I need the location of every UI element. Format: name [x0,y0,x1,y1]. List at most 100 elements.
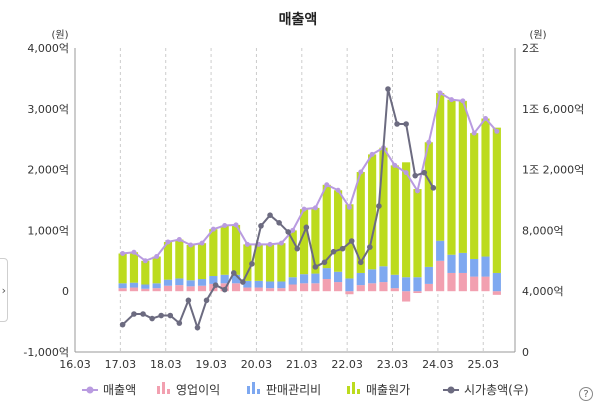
bar-cogs [334,190,343,272]
market-cap-point [376,203,382,209]
bar-sga [163,279,173,286]
bar-operating-profit [356,285,365,292]
revenue-point [471,130,477,136]
bar-operating-profit [447,272,456,292]
bar-sga [175,278,184,286]
legend-item[interactable]: 매출원가 [347,382,410,397]
market-cap-point [412,172,419,179]
bar-operating-profit [436,260,445,292]
market-cap-point [367,244,373,250]
legend-bar-icon [162,382,165,394]
bar-cogs [186,244,195,281]
market-cap-point [119,321,126,328]
legend-item[interactable]: 매출액 [82,383,136,397]
bar-operating-profit [254,287,263,292]
market-cap-point [312,264,319,270]
bar-sga [118,283,127,289]
bar-series [118,92,501,302]
legend-label: 판매관리비 [266,383,321,397]
x-tick-label: 17.03 [105,358,137,371]
bar-sga [209,276,218,284]
bar-cogs [379,147,388,267]
bar-sga [334,271,343,283]
help-button[interactable]: ? [579,387,593,401]
x-tick-label: 22.03 [331,358,363,371]
x-tick-label: 16.03 [59,358,91,371]
y-right-tick-label: 1조 6,000억 [522,103,584,116]
market-cap-point [403,121,409,127]
bar-operating-profit [186,286,195,292]
revenue-point [335,187,341,193]
legend-bar-icon [357,389,360,394]
market-cap-point [276,220,282,226]
market-cap-point [321,259,328,266]
revenue-point [199,240,205,246]
bar-cogs [141,260,150,285]
bar-cogs [118,253,127,284]
bar-cogs [322,184,331,269]
legend-bar-icon [157,386,160,394]
market-cap-point [203,297,210,304]
legend-label: 시가총액(우) [464,383,529,397]
y-left-tick-label: 4,000억 [27,42,69,55]
x-tick-label: 23.03 [377,358,409,371]
bar-sga [492,272,501,292]
market-cap-point [357,259,364,266]
y-right-tick-label: 8,000억 [522,224,564,237]
legend-item[interactable]: 시가총액(우) [443,383,529,397]
bar-cogs [458,100,467,253]
revenue-point [176,237,182,243]
revenue-point [460,98,466,104]
market-cap-point [131,311,137,317]
side-expand-tab[interactable]: › [0,258,8,322]
y-left-tick-label: 0 [62,285,69,298]
bar-cogs [424,142,433,267]
market-cap-point [167,312,174,319]
question-icon: ? [583,388,589,400]
revenue-point [324,182,330,188]
revenue-point [414,188,420,194]
legend-dot-icon [447,386,455,394]
market-cap-point [394,121,400,127]
bar-cogs [197,243,207,280]
revenue-point [448,97,454,103]
bar-cogs [231,224,241,275]
bar-sga [311,273,320,284]
bar-operating-profit [322,279,331,292]
bar-sga [322,268,331,280]
bar-cogs [152,256,161,284]
revenue-point [426,139,432,145]
bar-sga [186,280,195,287]
y-left-tick-label: 3,000억 [27,103,69,116]
bar-cogs [413,189,422,278]
bar-sga [470,258,479,277]
market-cap-point [185,297,192,304]
bar-operating-profit [379,282,388,292]
bar-sga [402,277,411,292]
right-axis-unit: (원) [529,29,546,41]
bar-sga [481,256,490,277]
legend-item[interactable]: 판매관리비 [247,382,321,397]
revenue-point [358,169,364,175]
revenue-point [494,128,500,134]
legend[interactable]: 매출액 영업이익 판매관리비 매출원가 시가총액(우) [82,382,529,397]
legend-item[interactable]: 영업이익 [157,382,220,397]
bar-operating-profit [243,287,252,292]
bar-sga [243,280,252,288]
market-cap-point [176,320,183,326]
bar-sga [152,283,161,289]
bar-cogs [175,239,184,279]
y-right-tick-label: 1조 2,000억 [522,164,584,177]
legend-bar-icon [252,382,255,394]
revenue-point [142,258,148,264]
left-axis-unit: (원) [51,29,68,41]
market-cap-point [294,245,301,252]
line-series [119,86,500,331]
bar-operating-profit [175,285,184,292]
market-cap-point [303,224,310,231]
bar-cogs [402,162,411,278]
bar-operating-profit [277,288,286,292]
bar-sga [368,269,377,284]
bar-cogs [265,244,275,282]
revenue-point [267,241,273,247]
